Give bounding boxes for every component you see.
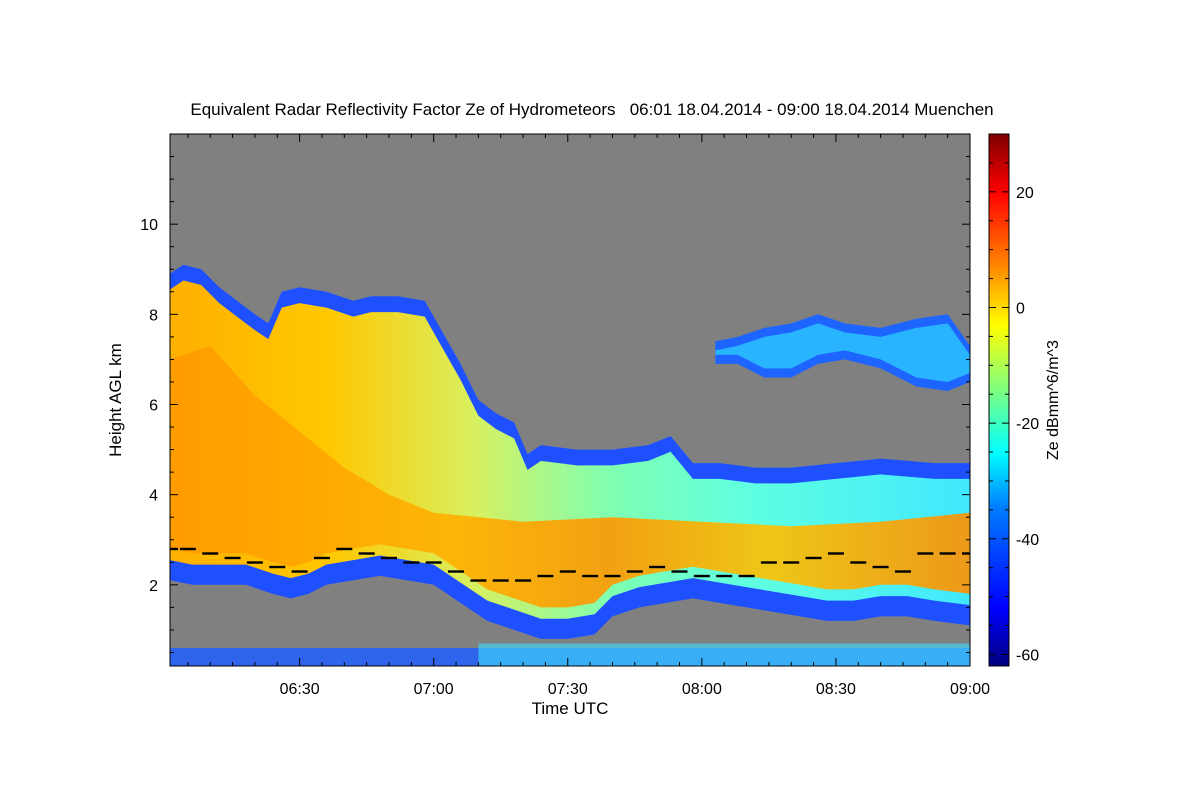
colorbar-tick-label: -40: [1016, 532, 1039, 549]
melting-layer-dot: [559, 570, 576, 573]
y-axis: 2 4 6 8 10: [140, 156, 970, 653]
colorbar-ticks: 20 0 -20 -40 -60: [989, 133, 1039, 664]
melting-layer-dot: [170, 547, 178, 551]
melting-layer-dot: [693, 574, 710, 578]
y-tick-label: 2: [149, 578, 158, 595]
y-tick-label: 4: [149, 488, 158, 505]
melting-layer-dot: [537, 574, 554, 578]
colorbar-tick-label: -20: [1016, 416, 1039, 433]
y-tick-label: 10: [140, 217, 158, 234]
melting-layer-dot: [582, 574, 599, 578]
melting-layer-dot: [448, 570, 465, 573]
cloud-echo-upper-core: [715, 323, 970, 382]
melting-layer-dot: [805, 556, 822, 560]
melting-layer-dot: [738, 574, 755, 578]
melting-layer-dot: [626, 570, 643, 573]
x-axis-label: Time UTC: [532, 699, 609, 718]
x-tick-label: 09:00: [950, 681, 990, 698]
x-tick-label: 08:00: [682, 681, 722, 698]
x-tick-label: 07:00: [414, 681, 454, 698]
melting-layer-dot: [380, 556, 397, 560]
y-axis-label: Height AGL km: [106, 343, 125, 457]
melting-layer-dot: [515, 579, 532, 582]
melting-layer-dot: [827, 552, 844, 555]
colorbar-label: Ze dBmm^6/m^3: [1045, 340, 1062, 460]
melting-layer-dot: [224, 556, 241, 560]
melting-layer-dot: [716, 574, 733, 578]
melting-layer-dot: [492, 579, 509, 582]
melting-layer-dot: [850, 561, 867, 564]
melting-layer-dot: [962, 552, 970, 555]
x-tick-label: 06:30: [280, 681, 320, 698]
melting-layer-dot: [671, 570, 688, 573]
x-tick-label: 07:30: [548, 681, 588, 698]
melting-layer-dot: [269, 565, 286, 569]
melting-layer-dot: [649, 565, 666, 569]
melting-layer-dot: [179, 547, 196, 551]
y-tick-label: 6: [149, 398, 158, 415]
melting-layer-dot: [336, 547, 353, 551]
y-tick-label: 8: [149, 307, 158, 324]
colorbar-tick-label: 0: [1016, 300, 1025, 317]
colorbar: [988, 133, 1010, 667]
cloud-echo-core: [170, 345, 970, 608]
x-tick-label: 08:30: [816, 681, 856, 698]
ground-clutter-core: [478, 643, 970, 666]
melting-layer-dot: [872, 565, 889, 569]
melting-layer-dot: [403, 561, 420, 564]
melting-layer-dot: [783, 561, 800, 564]
colorbar-tick-label: -60: [1016, 647, 1039, 664]
melting-layer-dot: [760, 561, 777, 564]
melting-layer-dot: [291, 570, 308, 573]
melting-layer-dot: [939, 552, 956, 555]
melting-layer-dot: [604, 574, 621, 578]
x-axis: 06:30 07:00 07:30 08:00 08:30 09:00: [187, 134, 990, 698]
melting-layer-dot: [425, 561, 442, 564]
melting-layer-dot: [246, 561, 263, 564]
chart-title: Equivalent Radar Reflectivity Factor Ze …: [190, 100, 993, 119]
melting-layer-dots: [170, 547, 970, 582]
melting-layer-dot: [470, 579, 487, 582]
colorbar-tick-label: 20: [1016, 185, 1034, 202]
melting-layer-dot: [894, 570, 911, 573]
melting-layer-dot: [358, 552, 375, 555]
melting-layer-dot: [202, 552, 219, 555]
melting-layer-dot: [917, 552, 934, 555]
melting-layer-dot: [313, 556, 330, 560]
plot-frame: [169, 133, 971, 667]
